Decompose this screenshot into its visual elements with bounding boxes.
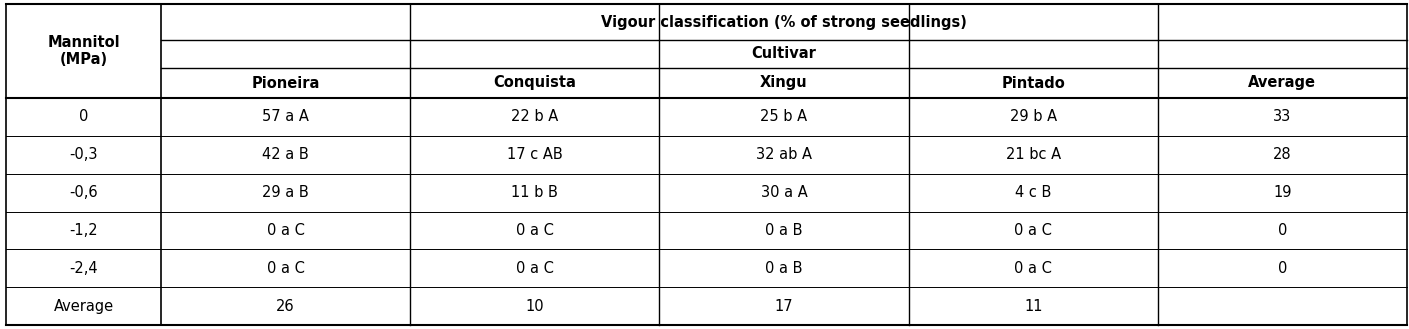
Text: 0 a C: 0 a C: [516, 261, 554, 276]
Text: 19: 19: [1274, 185, 1292, 200]
Text: 42 a B: 42 a B: [262, 147, 309, 162]
Text: 0: 0: [1278, 223, 1286, 238]
Text: 29 a B: 29 a B: [262, 185, 309, 200]
Text: 11: 11: [1024, 299, 1043, 314]
Text: Cultivar: Cultivar: [751, 46, 816, 62]
Text: Pintado: Pintado: [1002, 75, 1065, 90]
Text: 11 b B: 11 b B: [511, 185, 558, 200]
Text: 25 b A: 25 b A: [761, 110, 807, 124]
Text: 33: 33: [1274, 110, 1292, 124]
Text: 0 a C: 0 a C: [266, 261, 304, 276]
Text: Vigour classification (% of strong seedlings): Vigour classification (% of strong seedl…: [602, 14, 967, 30]
Text: -2,4: -2,4: [69, 261, 97, 276]
Text: Xingu: Xingu: [761, 75, 807, 90]
Text: 57 a A: 57 a A: [262, 110, 309, 124]
Text: 0 a B: 0 a B: [765, 261, 803, 276]
Text: -0,3: -0,3: [69, 147, 97, 162]
Text: Conquista: Conquista: [493, 75, 576, 90]
Text: 0 a C: 0 a C: [1014, 261, 1053, 276]
Text: 4 c B: 4 c B: [1014, 185, 1051, 200]
Text: 0: 0: [1278, 261, 1286, 276]
Text: 22 b A: 22 b A: [511, 110, 558, 124]
Text: 10: 10: [526, 299, 544, 314]
Text: 0 a B: 0 a B: [765, 223, 803, 238]
Text: Mannitol
(MPa): Mannitol (MPa): [46, 35, 120, 67]
Text: 0 a C: 0 a C: [266, 223, 304, 238]
Text: Average: Average: [54, 299, 114, 314]
Text: 0 a C: 0 a C: [1014, 223, 1053, 238]
Text: 0: 0: [79, 110, 89, 124]
Text: 17 c AB: 17 c AB: [507, 147, 562, 162]
Text: 0 a C: 0 a C: [516, 223, 554, 238]
Text: -0,6: -0,6: [69, 185, 97, 200]
Text: 21 bc A: 21 bc A: [1006, 147, 1061, 162]
Text: 29 b A: 29 b A: [1010, 110, 1057, 124]
Text: Average: Average: [1248, 75, 1316, 90]
Text: 17: 17: [775, 299, 793, 314]
Text: -1,2: -1,2: [69, 223, 97, 238]
Text: 28: 28: [1274, 147, 1292, 162]
Text: 26: 26: [276, 299, 294, 314]
Text: Pioneira: Pioneira: [251, 75, 320, 90]
Text: 32 ab A: 32 ab A: [757, 147, 812, 162]
Text: 30 a A: 30 a A: [761, 185, 807, 200]
